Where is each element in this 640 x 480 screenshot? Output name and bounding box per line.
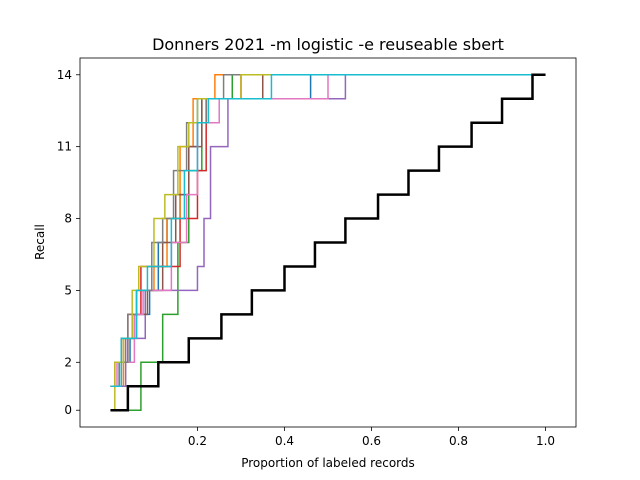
recall-curve-10 (110, 74, 533, 388)
x-axis-label: Proportion of labeled records (241, 456, 415, 470)
y-tick-label: 5 (64, 283, 72, 297)
x-tick-label: 0.2 (188, 434, 207, 448)
x-tick-label: 0.8 (449, 434, 468, 448)
y-tick-label: 11 (57, 140, 72, 154)
chart-title: Donners 2021 -m logistic -e reuseable sb… (152, 35, 504, 54)
y-tick-label: 2 (64, 355, 72, 369)
x-tick-label: 0.4 (275, 434, 294, 448)
y-axis-ticks: 0 2 5 8 11 14 (57, 68, 80, 417)
y-tick-label: 14 (57, 68, 72, 82)
x-tick-label: 1.0 (536, 434, 555, 448)
x-tick-label: 0.6 (362, 434, 381, 448)
recall-curve-8 (110, 74, 533, 388)
x-axis-ticks: 0.2 0.4 0.6 0.8 1.0 (188, 427, 555, 448)
plot-lines (110, 73, 546, 412)
y-tick-label: 8 (64, 212, 72, 226)
recall-curve-11 (110, 73, 546, 412)
y-tick-label: 0 (64, 403, 72, 417)
plot-frame (79, 57, 577, 428)
y-axis-label: Recall (33, 224, 47, 260)
recall-curve-9 (110, 74, 533, 411)
